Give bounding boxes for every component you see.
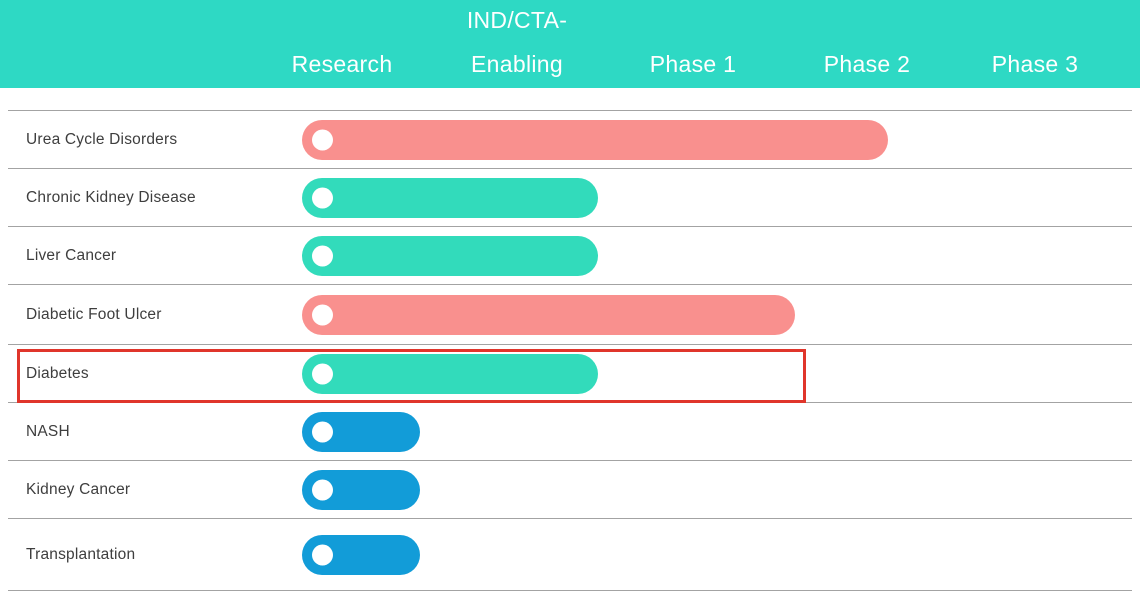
progress-bar — [302, 469, 420, 510]
bar-start-dot — [312, 187, 333, 208]
row-label: Transplantation — [26, 545, 136, 563]
pipeline-row[interactable]: Diabetes — [8, 344, 1132, 402]
bar-start-dot — [312, 245, 333, 266]
bar-start-dot — [312, 304, 333, 325]
pipeline-row[interactable]: Chronic Kidney Disease — [8, 168, 1132, 226]
row-label: Diabetes — [26, 364, 89, 382]
phase-column-header: IND/CTA- Enabling — [466, 7, 568, 77]
progress-bar — [302, 534, 420, 575]
progress-bar — [302, 353, 598, 394]
row-label: Liver Cancer — [26, 246, 117, 264]
phase-header-bar: Research IND/CTA- Enabling Phase 1 Phase … — [0, 0, 1140, 88]
pipeline-row[interactable]: NASH — [8, 402, 1132, 460]
bar-start-dot — [312, 363, 333, 384]
row-label: NASH — [26, 422, 70, 440]
phase-column-header: Phase 1 — [649, 51, 737, 77]
pipeline-row[interactable]: Urea Cycle Disorders — [8, 110, 1132, 168]
progress-bar — [302, 411, 420, 452]
progress-bar — [302, 294, 795, 335]
row-label: Kidney Cancer — [26, 480, 131, 498]
pipeline-row[interactable]: Liver Cancer — [8, 226, 1132, 284]
phase-column-header: Phase 2 — [823, 51, 911, 77]
pipeline-table: Urea Cycle Disorders Chronic Kidney Dise… — [8, 110, 1132, 591]
pipeline-row[interactable]: Transplantation — [8, 518, 1132, 590]
bar-start-dot — [312, 479, 333, 500]
row-label: Chronic Kidney Disease — [26, 188, 196, 206]
bar-start-dot — [312, 421, 333, 442]
row-label: Diabetic Foot Ulcer — [26, 305, 162, 323]
progress-bar — [302, 119, 888, 160]
phase-column-header: Phase 3 — [991, 51, 1079, 77]
phase-column-header: Research — [291, 51, 393, 77]
pipeline-row[interactable]: Diabetic Foot Ulcer — [8, 284, 1132, 344]
progress-bar — [302, 177, 598, 218]
pipeline-row[interactable]: Kidney Cancer — [8, 460, 1132, 518]
bar-start-dot — [312, 129, 333, 150]
bar-start-dot — [312, 544, 333, 565]
row-label: Urea Cycle Disorders — [26, 130, 178, 148]
progress-bar — [302, 235, 598, 276]
